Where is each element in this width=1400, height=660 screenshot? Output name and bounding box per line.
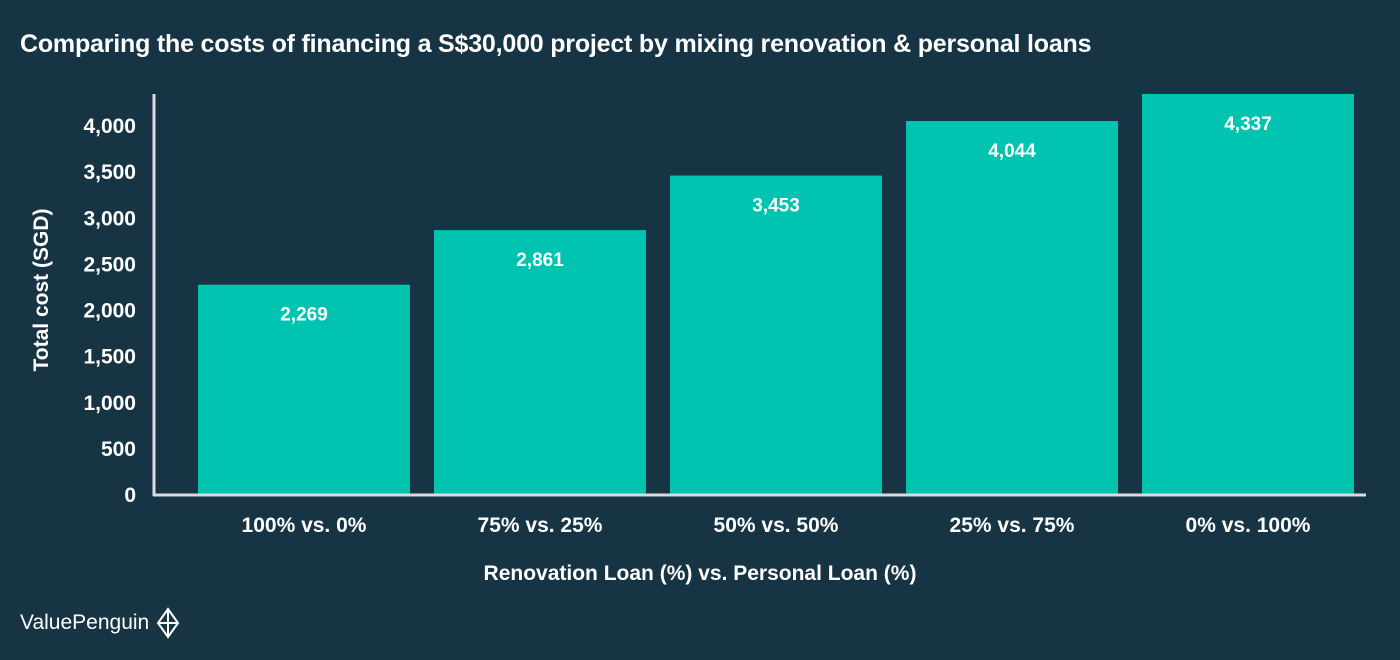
brand-logo: ValuePenguin <box>20 607 181 639</box>
data-label-0: 2,269 <box>280 305 328 326</box>
y-tick-label-2: 1,000 <box>83 392 136 415</box>
x-axis-title: Renovation Loan (%) vs. Personal Loan (%… <box>484 562 917 585</box>
x-tick-labels: 100% vs. 0% 75% vs. 25% 50% vs. 50% 25% vs.… <box>242 514 1311 537</box>
y-tick-label-4: 2,000 <box>83 300 136 323</box>
y-tick-label-0: 0 <box>124 484 136 507</box>
bar-0 <box>198 284 410 494</box>
bar-4 <box>1142 94 1354 494</box>
y-tick-label-1: 500 <box>101 438 136 461</box>
x-tick-label-3: 25% vs. 75% <box>950 514 1075 537</box>
y-tick-label-3: 1,500 <box>83 346 136 369</box>
y-tick-label-6: 3,000 <box>83 207 136 230</box>
y-tick-label-5: 2,500 <box>83 253 136 276</box>
data-label-3: 4,044 <box>988 141 1036 162</box>
bars-layer <box>198 94 1354 494</box>
x-tick-label-4: 0% vs. 100% <box>1186 514 1311 537</box>
bar-2 <box>670 175 882 494</box>
data-label-1: 2,861 <box>516 250 564 271</box>
bar-1 <box>434 230 646 494</box>
y-tick-label-7: 3,500 <box>83 161 136 184</box>
data-label-2: 3,453 <box>752 196 800 217</box>
data-labels: 2,269 2,861 3,453 4,044 4,337 <box>280 114 1272 326</box>
bar-3 <box>906 121 1118 494</box>
chart-title: Comparing the costs of financing a S$30,… <box>20 30 1092 58</box>
x-tick-label-2: 50% vs. 50% <box>714 514 839 537</box>
x-tick-label-1: 75% vs. 25% <box>478 514 603 537</box>
brand-name: ValuePenguin <box>20 611 150 634</box>
y-tick-labels: 0 500 1,000 1,500 2,000 2,500 3,000 3,500 4,000 <box>83 115 136 507</box>
valuepenguin-logo-icon <box>157 607 180 639</box>
y-axis-title: Total cost (SGD) <box>30 209 53 372</box>
axes-layer <box>152 94 1366 497</box>
data-label-4: 4,337 <box>1224 114 1272 135</box>
y-tick-label-8: 4,000 <box>83 115 136 138</box>
x-tick-label-0: 100% vs. 0% <box>242 514 367 537</box>
